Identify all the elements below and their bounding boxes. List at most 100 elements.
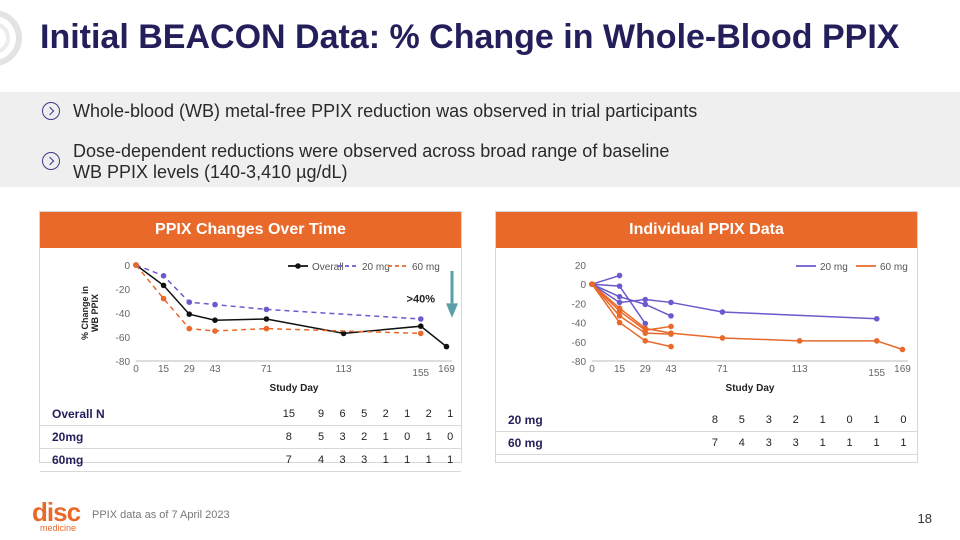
x-tick-label: 71 (717, 364, 729, 375)
series-line-60-mg-7 (591, 283, 903, 351)
table-cell: 2 (782, 409, 810, 432)
table-cell: 15 (267, 403, 311, 426)
table-cell: 1 (889, 431, 917, 455)
table-cell: 7 (267, 448, 311, 472)
x-tick-label: 43 (209, 364, 221, 375)
data-point (160, 282, 167, 289)
table-cell: 7 (701, 431, 729, 455)
series-line-60-mg-4 (591, 283, 672, 332)
data-point (873, 315, 880, 322)
series-line-60-mg (135, 264, 421, 335)
table-cell: 1 (417, 425, 440, 449)
x-tick-label: 113 (336, 364, 352, 375)
table-cell: 0 (439, 425, 461, 449)
x-tick-label: 15 (614, 364, 626, 375)
data-point (642, 296, 649, 303)
data-point (263, 316, 270, 322)
table-cell: 0 (396, 425, 418, 449)
table-cell: 8 (701, 409, 729, 432)
y-tick-label: -80 (116, 357, 131, 368)
data-point (668, 330, 674, 336)
data-point (417, 323, 424, 329)
table-cell: 8 (267, 425, 311, 449)
legend-label: 60 mg (880, 262, 908, 273)
x-tick-label: 71 (261, 364, 273, 375)
data-point (160, 295, 167, 302)
y-tick-label: -40 (572, 319, 587, 330)
table-cell: 3 (782, 431, 810, 455)
bullet-1: Whole-blood (WB) metal-free PPIX reducti… (42, 101, 697, 122)
x-tick-label: 15 (158, 364, 170, 375)
panel-individual-ppix: Individual PPIX Data 20 0 -20 -40 -60 -80 0 15 2… (495, 211, 918, 463)
table-cell: 3 (331, 448, 354, 472)
data-point (160, 273, 167, 279)
legend-label: 20 mg (820, 262, 848, 273)
y-tick-label: -80 (572, 357, 587, 368)
table-cell: 1 (374, 425, 397, 449)
table-cell: 4 (728, 431, 756, 455)
data-point (642, 320, 649, 327)
x-tick-label: 0 (133, 364, 139, 375)
table-row: Overall N 15 9 6 5 2 1 2 1 (40, 403, 461, 426)
row-label: Overall N (40, 403, 268, 426)
table-cell: 3 (755, 409, 783, 432)
x-tick-label: 113 (792, 364, 808, 375)
y-tick-label: 0 (124, 261, 130, 272)
table-cell: 1 (374, 448, 397, 472)
legend-label: 20 mg (362, 262, 390, 273)
y-tick-label: -60 (116, 333, 131, 344)
x-tick-label: 29 (640, 364, 652, 375)
x-tick-label: 155 (412, 368, 429, 379)
data-point (443, 343, 450, 350)
panel-ppix-changes: PPIX Changes Over Time 0 -20 -40 -60 -80 0 15 2… (39, 211, 462, 472)
bullet-2-line-2: WB PPIX levels (140-3,410 µg/dL) (73, 162, 348, 182)
x-tick-label: 0 (589, 364, 595, 375)
data-point (212, 301, 218, 308)
data-point (616, 283, 623, 289)
table-cell: 1 (863, 409, 890, 432)
legend-label: 60 mg (412, 262, 440, 273)
table-cell: 5 (728, 409, 756, 432)
table-cell: 0 (836, 409, 864, 432)
table-cell: 3 (353, 448, 375, 472)
legend-label: Overall (312, 262, 344, 273)
data-point (186, 325, 193, 332)
row-label: 20mg (40, 425, 268, 449)
bullet-1-text: Whole-blood (WB) metal-free PPIX reducti… (73, 101, 698, 121)
legend-marker (295, 263, 301, 269)
x-tick-label: 169 (438, 364, 455, 375)
table-cell: 1 (396, 448, 418, 472)
data-point (263, 306, 270, 313)
footnote: PPIX data as of 7 April 2023 (92, 509, 230, 521)
table-cell: 5 (353, 403, 375, 426)
table-row: 60 mg 7 4 3 3 1 1 1 1 (496, 431, 917, 455)
table-row: 60mg 7 4 3 3 1 1 1 1 (40, 448, 461, 472)
y-tick-label: -20 (572, 299, 587, 310)
data-point (642, 338, 649, 344)
data-point (899, 346, 906, 353)
table-row: 20mg 8 5 3 2 1 0 1 0 (40, 425, 461, 449)
table-cell: 2 (353, 425, 375, 449)
table-n-right: 20 mg 8 5 3 2 1 0 1 0 60 mg 7 4 3 3 1 1 1 1 (496, 409, 917, 455)
series-line-20-mg-0 (591, 274, 620, 285)
table-cell: 1 (417, 448, 440, 472)
y-tick-label: -60 (572, 338, 587, 349)
data-point (616, 313, 623, 319)
data-point (668, 313, 674, 319)
series-line-60-mg-6 (591, 283, 672, 348)
series-line-20-mg (135, 264, 421, 320)
x-tick-label: 29 (184, 364, 196, 375)
table-cell: 3 (331, 425, 354, 449)
table-cell: 3 (755, 431, 783, 455)
series-line-20-mg-3 (591, 283, 877, 320)
data-point (186, 299, 193, 305)
data-point (417, 316, 424, 322)
data-point (589, 281, 595, 287)
data-point (719, 309, 726, 315)
data-point (616, 293, 623, 300)
page-number: 18 (917, 511, 932, 526)
row-label: 20 mg (496, 409, 702, 432)
x-tick-label: 155 (868, 368, 885, 379)
table-cell: 1 (863, 431, 890, 455)
